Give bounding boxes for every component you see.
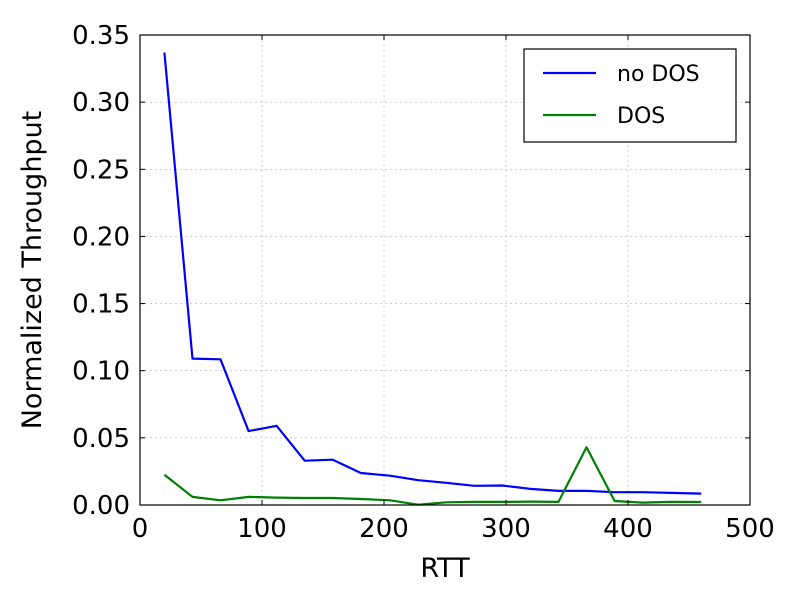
- x-tick-label: 200: [359, 514, 409, 544]
- axes-frame: [139, 34, 751, 506]
- legend-label: no DOS: [617, 62, 700, 87]
- y-tick-label: 0.30: [72, 88, 130, 118]
- y-tick-label: 0.15: [72, 290, 130, 320]
- x-axis-label: RTT: [420, 553, 470, 584]
- x-tick-label: 100: [237, 514, 287, 544]
- x-tick-label: 0: [132, 514, 149, 544]
- x-tick-label: 400: [603, 514, 653, 544]
- y-tick-label: 0.20: [72, 222, 130, 252]
- series-lines: [163, 52, 702, 506]
- legend: no DOS DOS: [523, 48, 737, 143]
- y-tick-label: 0.10: [72, 357, 130, 387]
- y-axis-label: Normalized Throughput: [17, 111, 48, 430]
- legend-box: [523, 48, 737, 143]
- y-tick-label: 0.35: [72, 21, 130, 51]
- y-tick-label: 0.25: [72, 155, 130, 185]
- y-tick-label: 0.05: [72, 424, 130, 454]
- x-tick-label: 500: [725, 514, 775, 544]
- y-tick-label: 0.00: [72, 491, 130, 521]
- series-line-dos: [163, 446, 702, 506]
- axis-ticks: 0 100 200 300 400 500 0.00 0.05 0.10 0.15 0.20 0.25…: [72, 21, 775, 544]
- legend-label: DOS: [617, 104, 665, 129]
- x-tick-label: 300: [481, 514, 531, 544]
